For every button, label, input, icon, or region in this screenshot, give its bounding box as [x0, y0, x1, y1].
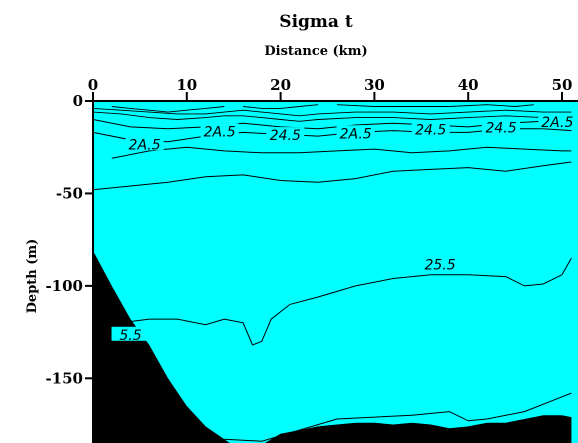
x-ticks: 0 10 20 30 40 50 — [88, 76, 573, 101]
contour-labels: 2A.5 2A.5 24.5 2A.5 24.5 24.5 2A.5 25.5 5.5 — [111, 114, 577, 344]
x-tick-label: 30 — [364, 76, 385, 94]
x-tick-label: 10 — [176, 76, 197, 94]
contour-label: 25.5 — [424, 258, 455, 274]
contour-label-bg — [266, 127, 305, 142]
surface-contour-line — [93, 107, 572, 117]
contour-label: 24.5 — [485, 121, 516, 137]
contour-label-bg — [200, 123, 239, 138]
contour-label-bg — [125, 136, 164, 151]
axes: 0 10 20 30 40 50 0 -50 -100 -150 — [45, 76, 578, 443]
y-tick-label: -150 — [45, 369, 83, 387]
y-tick-label: -50 — [56, 184, 83, 202]
surface-contour-line — [93, 111, 572, 122]
x-tick-label: 40 — [458, 76, 479, 94]
y-ticks: 0 -50 -100 -150 — [45, 92, 93, 387]
contour-label: 24.5 — [415, 123, 446, 139]
contour-label-bg — [538, 114, 577, 129]
water-fill — [93, 101, 578, 443]
contour-label: 2A.5 — [340, 126, 372, 142]
x-tick-label: 20 — [270, 76, 291, 94]
contour-label: 2A.5 — [204, 124, 236, 140]
contour-label-bg — [482, 119, 521, 134]
contour-line — [111, 146, 572, 159]
contour-label: 5.5 — [119, 328, 141, 344]
surface-contour-line — [243, 104, 319, 109]
contour-label-bg — [421, 256, 460, 271]
contour-label: 2A.5 — [541, 115, 573, 131]
sea-bottom — [93, 250, 572, 443]
contour-label-bg — [336, 125, 375, 140]
contour-label: 24.5 — [270, 128, 301, 144]
surface-contour-line — [111, 106, 225, 113]
contour-label: 2A.5 — [129, 137, 161, 153]
contour-label-bg — [111, 326, 150, 341]
y-tick-label: -100 — [45, 277, 83, 295]
x-tick-label: 50 — [552, 76, 573, 94]
plot-area — [93, 101, 578, 443]
contour-line — [93, 161, 572, 191]
chart-title: Sigma t — [279, 12, 353, 32]
x-axis-label: Distance (km) — [264, 44, 367, 59]
contour-line — [121, 257, 572, 346]
contour-label-bg — [411, 121, 450, 136]
y-tick-label: 0 — [73, 92, 83, 110]
x-tick-label: 0 — [88, 76, 98, 94]
surface-contour-line — [336, 104, 534, 107]
y-axis-label: Depth (m) — [25, 239, 40, 314]
